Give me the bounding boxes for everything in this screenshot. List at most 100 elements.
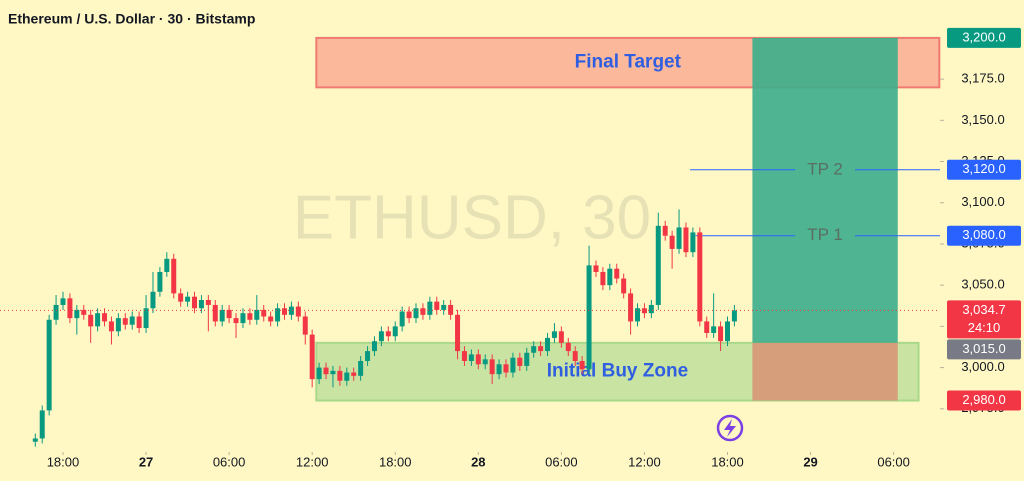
- candle-body: [150, 291, 156, 309]
- candle-body: [482, 359, 488, 365]
- candle-body: [413, 308, 419, 319]
- candle-body: [108, 321, 114, 332]
- candle-body: [489, 359, 495, 375]
- profit-area: [752, 37, 898, 343]
- candle-body: [551, 331, 557, 338]
- candle-body: [392, 326, 398, 337]
- zone-label: Initial Buy Zone: [547, 361, 688, 382]
- candle-body: [95, 313, 101, 327]
- candle-body: [461, 351, 467, 361]
- candle-body: [475, 354, 481, 365]
- x-tick-label: 18:00: [711, 454, 744, 469]
- price-badge-label: 3,200.0: [962, 29, 1005, 44]
- candle-body: [669, 235, 675, 249]
- candle-body: [683, 227, 689, 253]
- x-tick-label: 12:00: [628, 454, 661, 469]
- candle-body: [724, 321, 730, 342]
- candle-body: [455, 314, 461, 352]
- price-badge-label: 2,980.0: [962, 392, 1005, 407]
- candle-body: [690, 232, 696, 253]
- candle-body: [129, 316, 135, 325]
- price-badge-label: 3,034.7: [962, 302, 1005, 317]
- candle-body: [219, 309, 225, 322]
- price-badge: [947, 339, 1021, 360]
- price-badge: [947, 159, 1021, 180]
- loss-area: [752, 342, 898, 401]
- candle-body: [704, 321, 710, 333]
- candle-body: [607, 268, 613, 286]
- y-tick-label: 3,050.0: [961, 277, 1004, 292]
- tp-label: TP 1: [807, 225, 843, 244]
- candle-body: [39, 410, 45, 439]
- candle-body: [344, 372, 350, 381]
- candle-body: [378, 331, 384, 342]
- candle-body: [233, 318, 239, 324]
- candle-body: [718, 326, 724, 342]
- candle-body: [268, 316, 274, 322]
- candle-body: [441, 304, 447, 310]
- countdown-label: 24:10: [968, 320, 1001, 335]
- candle-body: [558, 331, 564, 343]
- candle-body: [628, 293, 634, 322]
- candle-body: [247, 313, 253, 320]
- candle-body: [676, 227, 682, 249]
- candle-body: [662, 225, 668, 236]
- candle-body: [711, 326, 717, 333]
- candle-body: [81, 309, 87, 315]
- candle-body: [593, 265, 599, 272]
- candle-body: [697, 232, 703, 322]
- candle-body: [192, 296, 198, 309]
- candle-body: [136, 316, 142, 329]
- x-tick-label: 12:00: [296, 454, 329, 469]
- candle-body: [337, 370, 343, 381]
- candle-body: [468, 354, 474, 361]
- candle-body: [572, 351, 578, 361]
- tp-label: TP 2: [807, 159, 843, 178]
- logo-icon: [716, 414, 744, 442]
- x-tick-label: 27: [139, 454, 153, 469]
- candle-body: [399, 311, 405, 327]
- front-layer: Ethereum / U.S. Dollar · 30 · Bitstamp 3…: [8, 11, 1021, 411]
- candle-body: [102, 313, 108, 322]
- candle-body: [32, 438, 38, 442]
- candle-body: [178, 293, 184, 302]
- candle-body: [517, 357, 523, 366]
- candle-body: [503, 364, 509, 373]
- price-badge: [947, 27, 1021, 48]
- candle-body: [198, 300, 204, 309]
- candle-body: [565, 342, 571, 352]
- candle-body: [655, 225, 661, 305]
- x-tick-label: 18:00: [379, 454, 412, 469]
- candle-body: [67, 298, 73, 319]
- x-tick-label: 06:00: [877, 454, 910, 469]
- candle-body: [288, 306, 294, 315]
- chart-title: Ethereum / U.S. Dollar · 30 · Bitstamp: [8, 11, 255, 27]
- candle-body: [496, 364, 502, 375]
- x-tick-label: 06:00: [213, 454, 246, 469]
- candle-body: [74, 309, 80, 319]
- candle-body: [46, 319, 52, 411]
- x-tick-label: 28: [471, 454, 485, 469]
- candle-body: [538, 346, 544, 352]
- price-badge-label: 3,080.0: [962, 227, 1005, 242]
- price-badge: [947, 300, 1021, 339]
- candle-body: [164, 258, 170, 272]
- candle-body: [545, 337, 551, 352]
- candle-body: [261, 309, 267, 317]
- y-tick-label: 3,000.0: [961, 359, 1004, 374]
- candle-body: [614, 268, 620, 279]
- candle-body: [600, 271, 606, 286]
- x-tick-label: 29: [803, 454, 817, 469]
- candle-body: [448, 304, 454, 315]
- candle-body: [281, 308, 287, 315]
- candle-body: [205, 300, 211, 305]
- candle-body: [157, 271, 163, 292]
- candle-body: [226, 309, 232, 319]
- candle-body: [316, 367, 322, 380]
- candle-body: [212, 304, 218, 322]
- candle-body: [171, 258, 177, 294]
- candle-body: [88, 314, 94, 327]
- candle-body: [371, 341, 377, 352]
- price-badge: [947, 390, 1021, 411]
- candle-body: [510, 357, 516, 373]
